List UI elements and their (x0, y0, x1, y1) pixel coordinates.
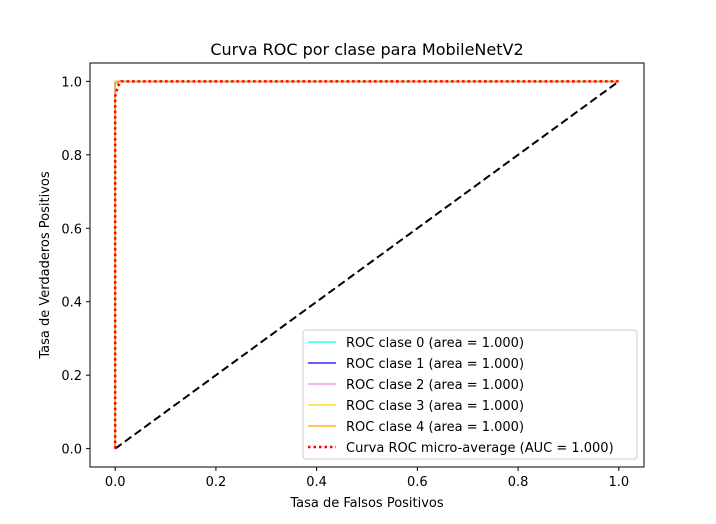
x-tick-label: 0.8 (508, 475, 529, 490)
legend-label-5: Curva ROC micro-average (AUC = 1.000) (346, 441, 614, 456)
legend-box (302, 329, 638, 460)
roc-series-line-5 (113, 80, 619, 449)
x-tick-label: 1.0 (608, 475, 629, 490)
x-tick-label: 0.2 (206, 475, 227, 490)
y-axis-ticks: 0.0 0.2 0.4 0.6 0.8 1.0 (61, 75, 90, 458)
y-axis-label: Tasa de Verdaderos Positivos (38, 171, 53, 359)
chart-title: Curva ROC por clase para MobileNetV2 (210, 40, 523, 59)
y-tick-label: 0.4 (61, 296, 82, 311)
legend-label-1: ROC clase 1 (area = 1.000) (346, 357, 524, 372)
legend: ROC clase 0 (area = 1.000) ROC clase 1 (a… (302, 329, 638, 460)
y-tick-label: 0.6 (61, 222, 82, 237)
x-tick-label: 0.4 (306, 475, 327, 490)
x-axis-ticks: 0.0 0.2 0.4 0.6 0.8 1.0 (105, 467, 629, 490)
plot-frame (89, 62, 645, 468)
legend-label-3: ROC clase 3 (area = 1.000) (346, 399, 524, 414)
y-tick-label: 0.2 (61, 369, 82, 384)
reference-diagonal-line (114, 80, 620, 450)
y-tick-label: 0.8 (61, 149, 82, 164)
x-axis-label: Tasa de Falsos Positivos (289, 496, 444, 511)
legend-label-0: ROC clase 0 (area = 1.000) (346, 336, 524, 351)
legend-entries: ROC clase 0 (area = 1.000) ROC clase 1 (a… (308, 336, 614, 456)
legend-label-2: ROC clase 2 (area = 1.000) (346, 378, 524, 393)
x-tick-label: 0.0 (105, 475, 126, 490)
y-tick-label: 0.0 (61, 443, 82, 458)
series-layer (113, 80, 620, 450)
x-tick-label: 0.6 (407, 475, 428, 490)
legend-label-4: ROC clase 4 (area = 1.000) (346, 420, 524, 435)
y-tick-label: 1.0 (61, 75, 82, 90)
